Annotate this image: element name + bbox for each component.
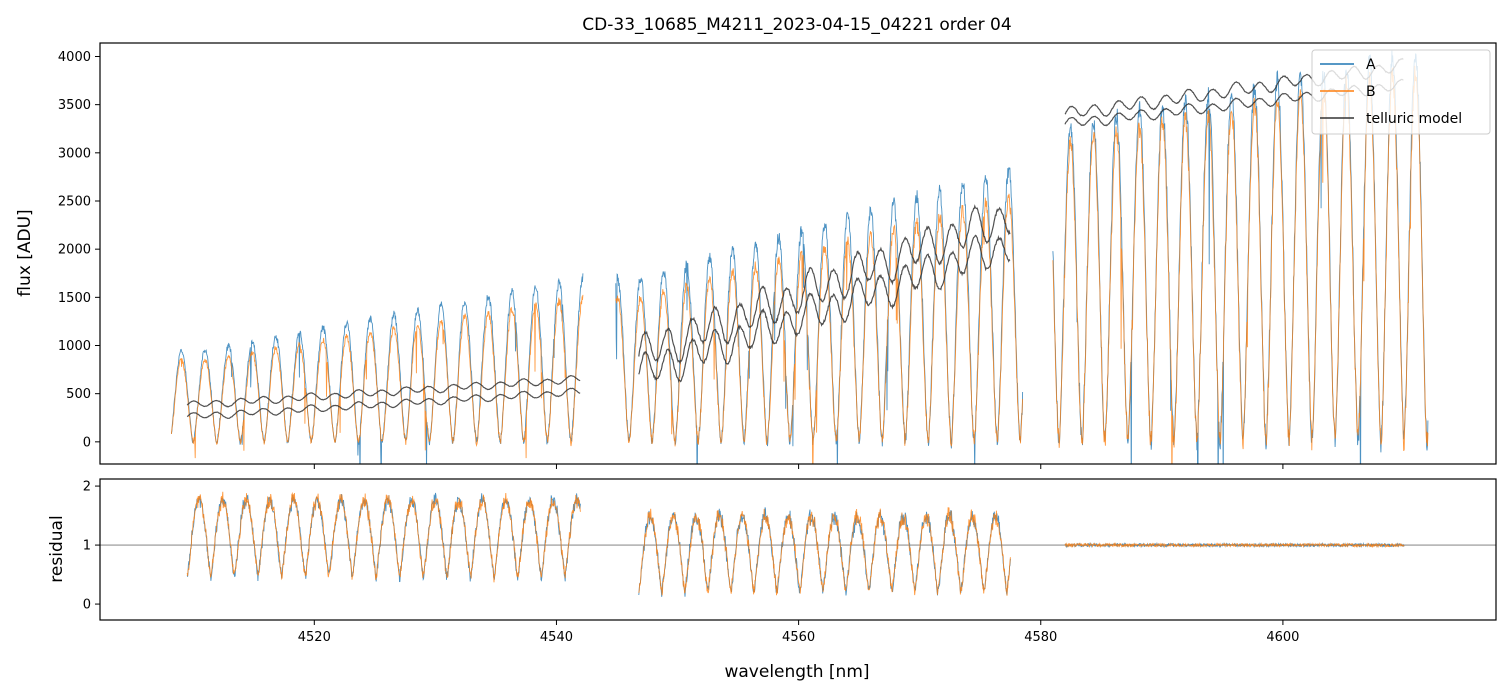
y-tick-label-top-0: 0	[83, 435, 91, 450]
bottom-x-ticks: 4520 4540 4560 4580 4600	[298, 620, 1299, 645]
y-tick-label-top-3500: 3500	[58, 98, 91, 113]
top-panel: 0 500 1000 1500 2000 2500 3000 3500 4000 flux [A…	[15, 42, 1497, 469]
chart-title: CD-33_10685_M4211_2023-04-15_04221 order…	[582, 15, 1011, 35]
series-telluric-segment-0-1	[186, 387, 581, 420]
y-tick-label-bottom-2: 2	[83, 480, 91, 495]
top-y-axis-label: flux [ADU]	[15, 209, 35, 296]
y-tick-label-bottom-1: 1	[83, 539, 91, 554]
bottom-y-ticks: 0 1 2	[83, 480, 100, 613]
series-telluric-segment-1-0	[638, 204, 1011, 365]
bottom-plot-area	[186, 491, 1405, 597]
x-tick-label-4540: 4540	[540, 630, 573, 645]
x-tick-label-4600: 4600	[1266, 630, 1299, 645]
residual-b-segment-0	[186, 491, 581, 583]
legend-label-telluric: telluric model	[1366, 111, 1462, 127]
bottom-panel: 4520 4540 4560 4580 4600 0 1 2 residual wavele…	[47, 478, 1497, 682]
legend-label-b: B	[1366, 84, 1376, 100]
series-telluric-segment-0-0	[186, 374, 581, 408]
legend-label-a: A	[1366, 57, 1376, 73]
y-tick-label-top-1500: 1500	[58, 291, 91, 306]
bottom-y-axis-label: residual	[47, 515, 67, 582]
top-axes-frame	[99, 42, 1497, 465]
y-tick-label-top-500: 500	[66, 387, 91, 402]
top-plot-area	[170, 50, 1429, 464]
y-tick-label-top-4000: 4000	[58, 50, 91, 65]
series-b-segment-2	[1052, 65, 1429, 464]
x-tick-label-4520: 4520	[298, 630, 331, 645]
y-tick-label-top-1000: 1000	[58, 339, 91, 354]
legend-box	[1311, 49, 1491, 135]
top-x-ticks	[313, 464, 1284, 469]
series-b-segment-0	[170, 294, 584, 459]
series-b-segment-1	[615, 193, 1024, 464]
residual-b-segment-2	[1064, 542, 1405, 549]
top-y-ticks: 0 500 1000 1500 2000 2500 3000 3500 4000	[58, 50, 100, 450]
legend: A B telluric model	[1311, 49, 1491, 135]
series-telluric-segment-1-1	[638, 234, 1011, 383]
y-tick-label-top-3000: 3000	[58, 146, 91, 161]
y-tick-label-top-2500: 2500	[58, 194, 91, 209]
x-tick-label-4560: 4560	[782, 630, 815, 645]
residual-b-segment-1	[638, 507, 1011, 596]
y-tick-label-bottom-0: 0	[83, 598, 91, 613]
x-axis-label: wavelength [nm]	[724, 662, 869, 682]
bottom-axes-frame	[99, 478, 1497, 621]
y-tick-label-top-2000: 2000	[58, 243, 91, 258]
x-tick-label-4580: 4580	[1024, 630, 1057, 645]
